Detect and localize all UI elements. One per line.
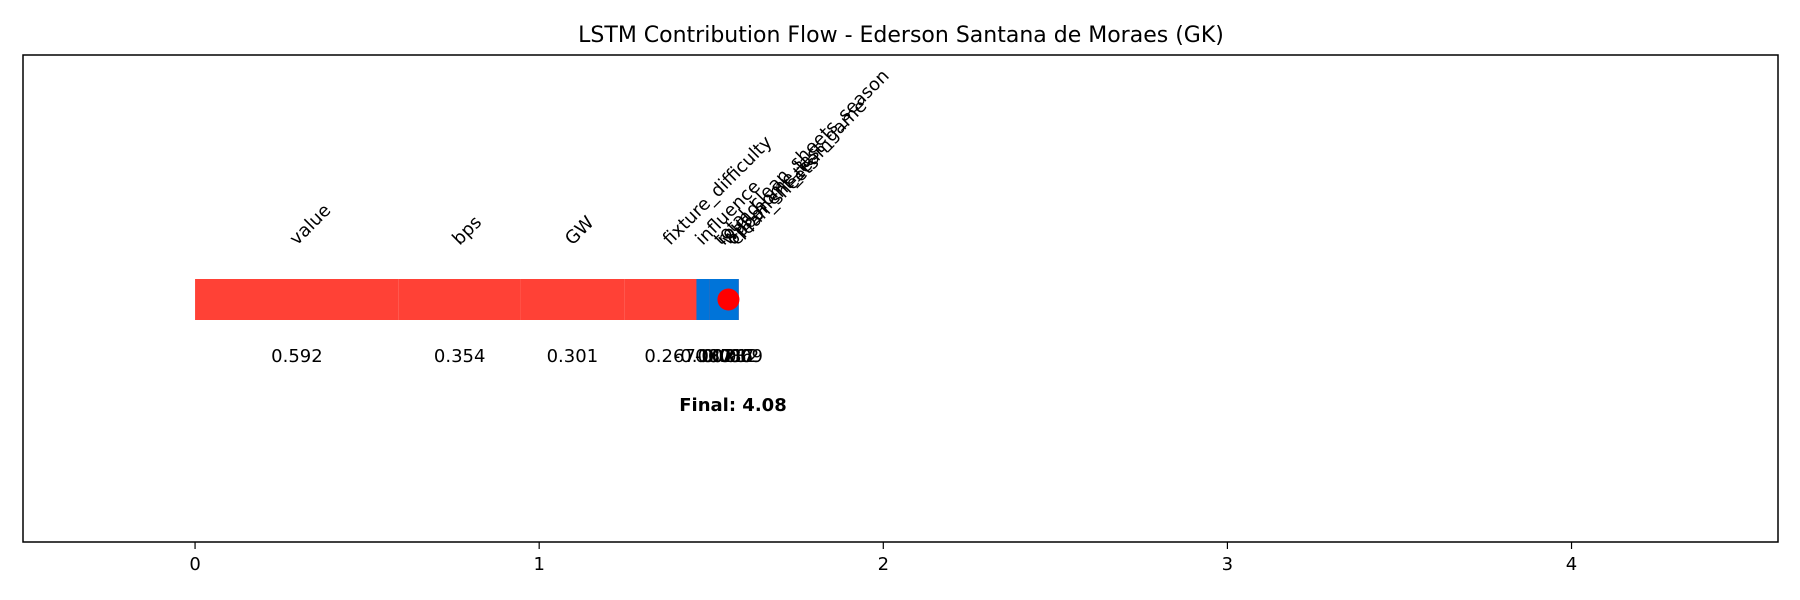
value-label-0: 0.592 (271, 346, 323, 367)
value-label-8: -0.086 (695, 346, 753, 367)
value-label-9: -0.037 (674, 346, 732, 367)
feature-labels: value bps GW fixture_difficultytotal_clean_… (286, 66, 894, 250)
x-tick-label-0: 0 (189, 554, 200, 575)
final-marker-layer (717, 288, 740, 311)
value-label-2: 0.301 (547, 346, 599, 367)
x-tick-label-4: 4 (1566, 554, 1577, 575)
final-marker-dot (717, 288, 740, 311)
feature-label-0: value (286, 200, 336, 250)
x-tick-label-1: 1 (533, 554, 544, 575)
bar-segment-1 (398, 279, 521, 320)
value-label-5: 0.017 (703, 346, 755, 367)
value-label-7: 0.009 (711, 346, 763, 367)
feature-label-1: bps (448, 212, 486, 250)
value-label-1: 0.354 (434, 346, 486, 367)
value-labels: 0.592 0.354 0.301 0.267 0.0280.0170.0120.009… (271, 346, 763, 367)
x-axis-ticks: 0 1 2 3 4 (189, 542, 1577, 575)
bar-segment-9 (696, 279, 710, 320)
contribution-bars (195, 279, 739, 320)
value-label-3: 0.267 (644, 346, 696, 367)
bar-segment-2 (520, 279, 625, 320)
chart-title: LSTM Contribution Flow - Ederson Santana… (578, 23, 1224, 48)
feature-label-2: GW (561, 212, 598, 249)
bar-segment-0 (195, 279, 399, 320)
value-label-4: 0.028 (695, 346, 747, 367)
value-label-6: 0.012 (708, 346, 760, 367)
final-value-label: Final: 4.08 (679, 395, 786, 416)
x-tick-label-2: 2 (878, 554, 889, 575)
x-tick-label-3: 3 (1222, 554, 1233, 575)
plot-frame (22, 54, 1779, 543)
